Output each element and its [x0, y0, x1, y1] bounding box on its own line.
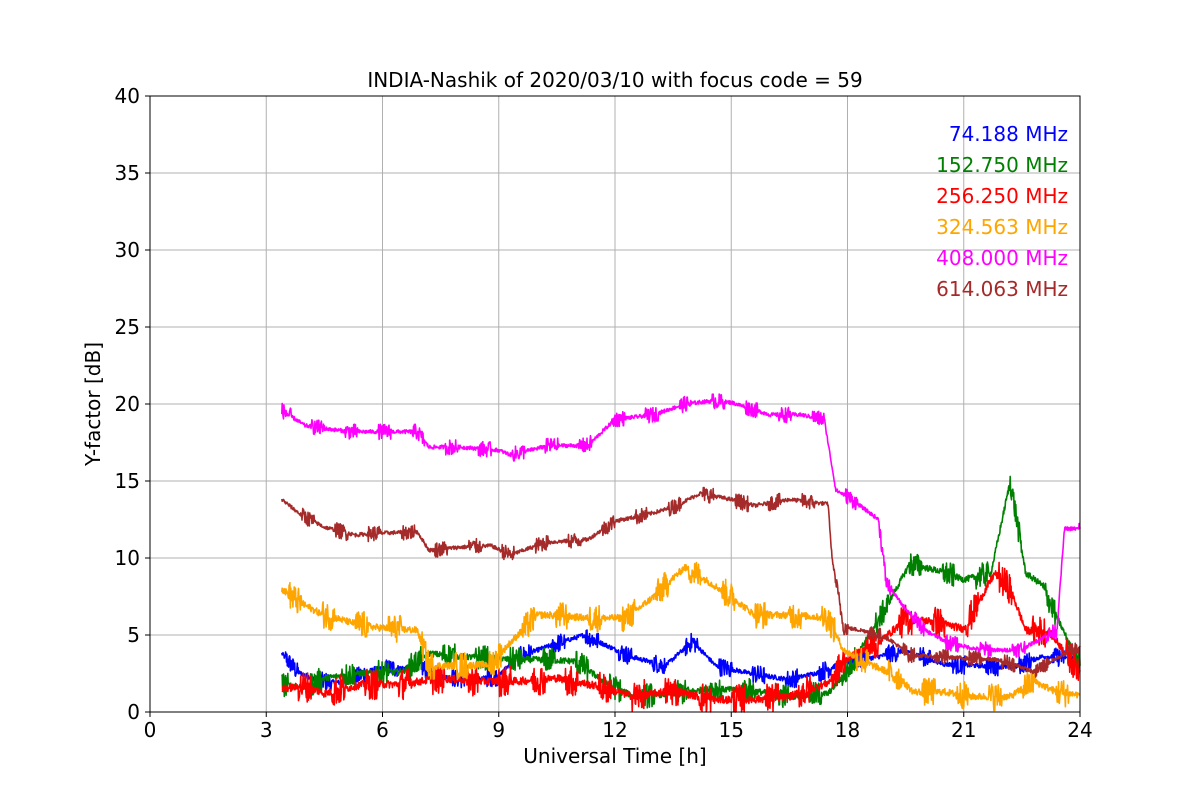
x-tick-label: 3	[260, 718, 273, 742]
series-line-3	[281, 561, 1081, 713]
x-tick-label: 24	[1067, 718, 1092, 742]
series-line-4	[281, 561, 1081, 712]
x-tick-label: 9	[492, 718, 505, 742]
legend-entry: 256.250 MHz	[936, 184, 1068, 208]
legend-entry: 408.000 MHz	[936, 246, 1068, 270]
y-tick-label: 0	[127, 700, 140, 724]
legend-entry: 614.063 MHz	[936, 277, 1068, 301]
y-axis-label: Y-factor [dB]	[81, 342, 105, 467]
axis-ticks: 0 3 6 9 12 15 18 21 24 0 5 10 15 20 25 30 35 40	[115, 84, 1093, 742]
series-line-5	[281, 393, 1081, 658]
x-tick-label: 18	[835, 718, 860, 742]
y-tick-label: 25	[115, 315, 140, 339]
legend: 74.188 MHz 152.750 MHz 256.250 MHz 324.563 …	[936, 122, 1068, 301]
x-tick-label: 6	[376, 718, 389, 742]
y-tick-label: 40	[115, 84, 140, 108]
legend-entry: 152.750 MHz	[936, 153, 1068, 177]
x-tick-label: 21	[951, 718, 976, 742]
series-layer	[281, 393, 1081, 713]
y-tick-label: 5	[127, 623, 140, 647]
legend-entry: 324.563 MHz	[936, 215, 1068, 239]
y-tick-label: 20	[115, 392, 140, 416]
x-tick-label: 0	[144, 718, 157, 742]
y-tick-label: 10	[115, 546, 140, 570]
y-tick-label: 35	[115, 161, 140, 185]
x-tick-label: 15	[719, 718, 744, 742]
series-line-6	[281, 486, 1081, 678]
y-tick-label: 30	[115, 238, 140, 262]
chart-title: INDIA-Nashik of 2020/03/10 with focus co…	[367, 68, 862, 92]
y-tick-label: 15	[115, 469, 140, 493]
legend-entry: 74.188 MHz	[949, 122, 1068, 146]
x-axis-label: Universal Time [h]	[523, 744, 706, 768]
x-tick-label: 12	[602, 718, 627, 742]
